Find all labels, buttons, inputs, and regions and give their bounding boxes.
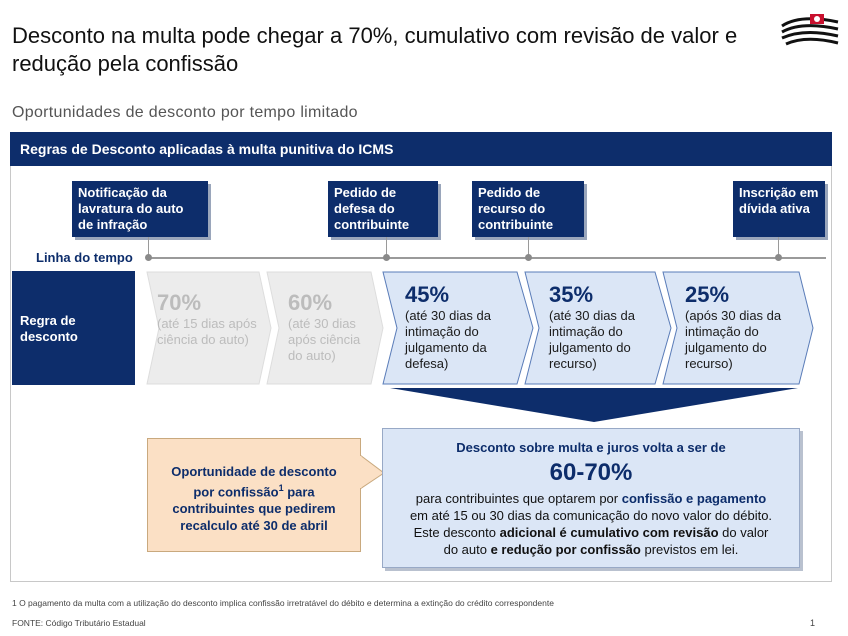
discount-60: 60% (até 30 dias após ciência do auto) <box>288 290 378 364</box>
timeline-dot <box>775 254 782 261</box>
milestone-connector <box>148 237 149 257</box>
main-discount-box: Desconto sobre multa e juros volta a ser… <box>382 428 800 568</box>
milestone-appeal: Pedido de recurso do contribuinte <box>472 181 584 237</box>
main-emphasis: e redução por confissão <box>490 542 641 557</box>
footnote-ref: 1 <box>278 483 284 493</box>
main-emphasis: confissão e pagamento <box>621 491 767 506</box>
timeline-dot <box>525 254 532 261</box>
discount-45: 45% (até 30 dias da intimação do julgame… <box>405 282 521 372</box>
main-line: Este desconto adicional é cumulativo com… <box>383 524 799 541</box>
timeline-line <box>146 257 826 259</box>
sao-paulo-flag-logo-icon <box>781 14 839 46</box>
down-arrow-icon <box>390 388 798 422</box>
main-text: previstos em lei. <box>640 542 739 557</box>
opportunity-line: recalculo até 30 de abril <box>180 518 328 534</box>
callout-pointer-icon <box>360 455 385 490</box>
main-text: do auto <box>443 542 491 557</box>
discount-70: 70% (até 15 dias após ciência do auto) <box>157 290 257 348</box>
discount-35: 35% (até 30 dias da intimação do julgame… <box>549 282 657 372</box>
timeline-dot <box>383 254 390 261</box>
footnote: 1 O pagamento da multa com a utilização … <box>12 598 554 608</box>
milestone-debt-registry: Inscrição em dívida ativa <box>733 181 825 237</box>
main-text: Este desconto <box>413 525 500 540</box>
page-title: Desconto na multa pode chegar a 70%, cum… <box>12 23 738 76</box>
timeline-label: Linha do tempo <box>36 250 133 265</box>
discount-percent: 45% <box>405 282 450 307</box>
discount-chevrons <box>146 271 814 385</box>
main-percent: 60-70% <box>549 459 633 486</box>
discount-percent: 60% <box>288 290 333 315</box>
chevron-35 <box>524 271 672 385</box>
milestone-defense: Pedido de defesa do contribuinte <box>328 181 438 237</box>
main-line: do auto e redução por confissão previsto… <box>383 541 799 558</box>
main-line: em até 15 ou 30 dias da comunicação do n… <box>409 508 773 523</box>
opportunity-text: por confissão <box>193 484 279 500</box>
opportunity-callout: Oportunidade de desconto por confissão1 … <box>147 438 361 552</box>
milestone-connector <box>778 237 779 257</box>
main-emphasis: adicional é cumulativo com revisão <box>499 525 719 540</box>
milestone-connector <box>386 237 387 257</box>
discount-condition: (até 30 dias após ciência do auto) <box>288 316 361 363</box>
discount-percent: 25% <box>685 282 730 307</box>
discount-condition: (até 30 dias da intimação do julgamento … <box>405 308 492 371</box>
timeline-dot <box>145 254 152 261</box>
milestone-notification: Notificação da lavratura do auto de infr… <box>72 181 208 237</box>
page-subtitle: Oportunidades de desconto por tempo limi… <box>12 104 358 121</box>
main-text: para contribuintes que optarem por <box>415 491 622 506</box>
rules-banner: Regras de Desconto aplicadas à multa pun… <box>10 132 832 166</box>
main-heading: Desconto sobre multa e juros volta a ser… <box>456 440 726 455</box>
discount-rule-label: Regra de desconto <box>12 271 135 385</box>
discount-25: 25% (após 30 dias da intimação do julgam… <box>685 282 803 372</box>
main-line: para contribuintes que optarem por confi… <box>383 490 799 507</box>
chevron-60 <box>266 271 384 385</box>
opportunity-text: para <box>283 484 315 500</box>
main-text: do valor <box>718 525 769 540</box>
chevron-45 <box>382 271 534 385</box>
opportunity-line: contribuintes que pedirem <box>172 501 336 517</box>
page-number: 1 <box>810 618 816 628</box>
chevron-25 <box>662 271 814 385</box>
discount-condition: (até 15 dias após ciência do auto) <box>157 316 257 347</box>
opportunity-line: por confissão1 para <box>148 480 360 500</box>
discount-percent: 35% <box>549 282 594 307</box>
discount-percent: 70% <box>157 290 202 315</box>
chevron-70 <box>146 271 272 385</box>
source-note: FONTE: Código Tributário Estadual <box>12 618 146 628</box>
opportunity-line: Oportunidade de desconto <box>171 464 337 479</box>
discount-condition: (até 30 dias da intimação do julgamento … <box>549 308 636 371</box>
milestone-connector <box>528 237 529 257</box>
discount-condition: (após 30 dias da intimação do julgamento… <box>685 308 782 371</box>
